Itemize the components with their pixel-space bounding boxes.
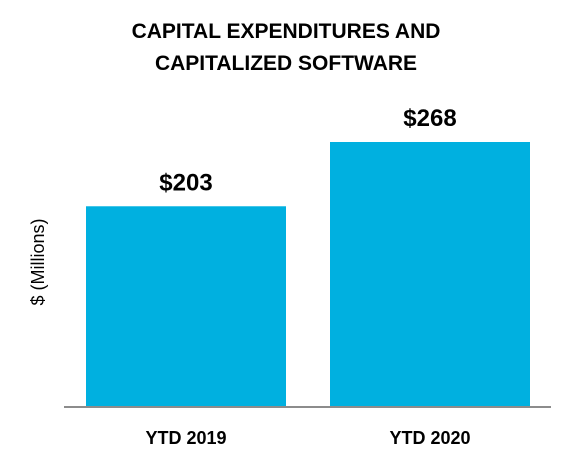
bar-ytd-2019 [86,206,286,407]
data-label: $203 [159,169,212,196]
bars-group [86,142,530,407]
data-labels-group: $203 $268 [159,105,456,196]
x-tick-label: YTD 2019 [145,428,226,448]
chart-title-line-1: CAPITAL EXPENDITURES AND [131,20,441,43]
chart-title-line-2: CAPITALIZED SOFTWARE [154,52,418,75]
x-tick-label: YTD 2020 [389,428,470,448]
y-axis-label: $ (Millions) [28,218,48,305]
x-tick-labels-group: YTD 2019 YTD 2020 [145,428,470,448]
data-label: $268 [403,105,456,132]
bar-ytd-2020 [330,142,530,407]
chart-title: CAPITAL EXPENDITURES AND CAPITALIZED SOF… [0,16,572,80]
